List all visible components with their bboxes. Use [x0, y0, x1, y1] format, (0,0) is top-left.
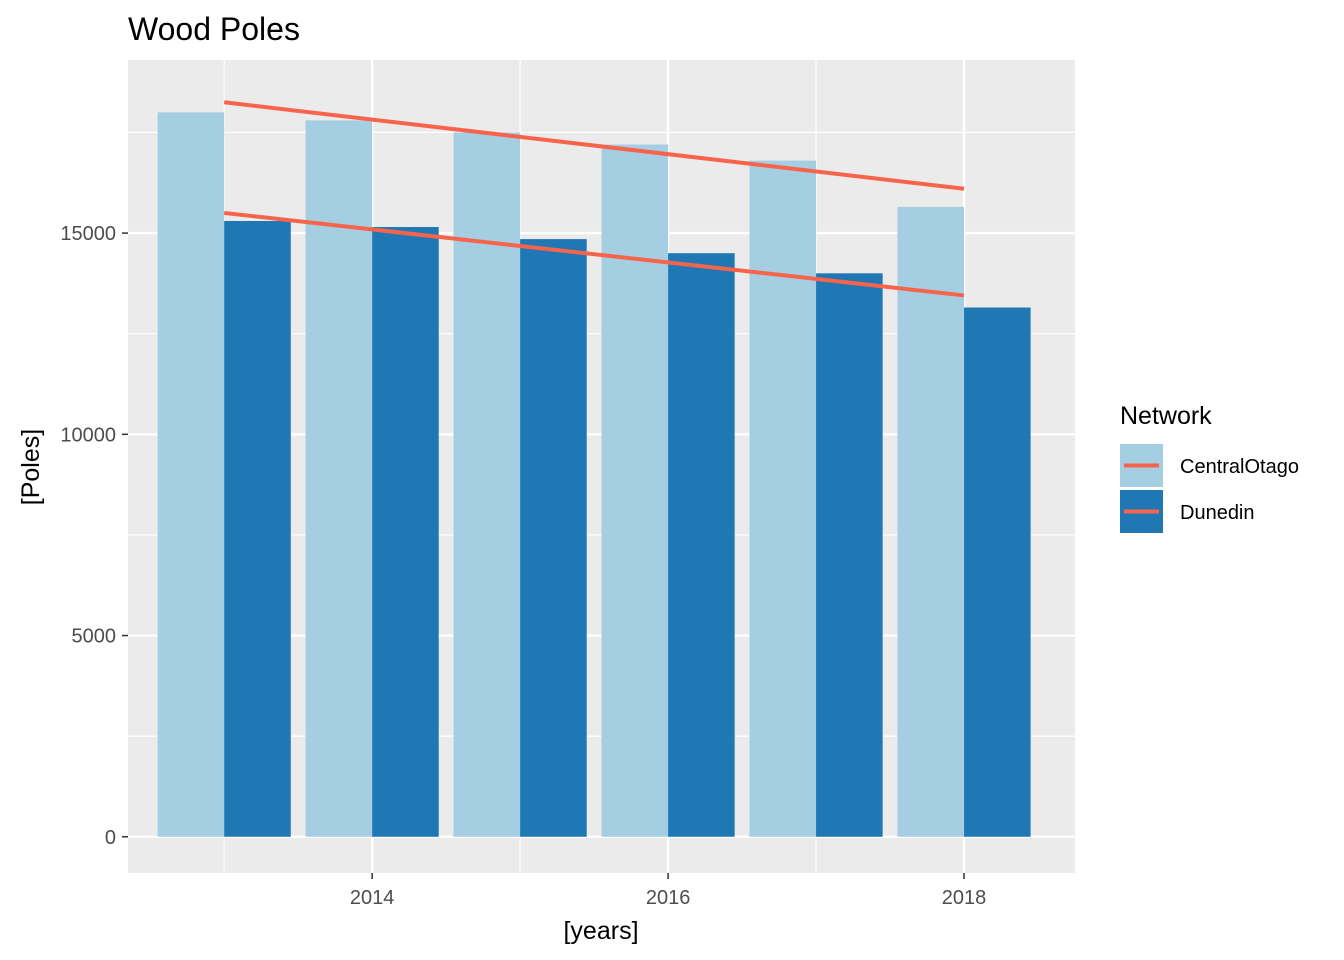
bars: [157, 112, 1031, 837]
y-axis: 0 5000 10000 15000: [60, 223, 128, 849]
trend-line-centralotago: [223, 100, 965, 191]
bar-dunedin-2016: [668, 253, 735, 837]
bar-centralotago-2015: [453, 132, 521, 837]
legend-label-centralotago: CentralOtago: [1180, 456, 1299, 478]
x-tick-label: 2014: [350, 887, 395, 909]
bar-centralotago-2017: [749, 160, 817, 837]
chart-title: Wood Poles: [128, 11, 300, 47]
x-tick-label: 2016: [646, 887, 691, 909]
legend: Network CentralOtago Dunedin: [1120, 402, 1299, 533]
legend-item-dunedin: Dunedin: [1120, 490, 1255, 533]
bar-dunedin-2013: [224, 220, 291, 837]
x-axis: 2014 2016 2018: [350, 873, 986, 909]
y-tick-label: 10000: [60, 424, 116, 446]
y-tick-label: 0: [105, 827, 116, 849]
legend-item-centralotago: CentralOtago: [1120, 444, 1299, 487]
y-axis-title: [Poles]: [17, 429, 45, 505]
x-tick-label: 2018: [942, 887, 987, 909]
bar-dunedin-2017: [816, 273, 883, 837]
y-tick-label: 5000: [72, 626, 117, 648]
bar-dunedin-2014: [372, 227, 439, 837]
y-tick-label: 15000: [60, 223, 116, 245]
bar-centralotago-2016: [601, 144, 669, 837]
x-axis-title: [years]: [563, 917, 638, 945]
legend-title: Network: [1120, 402, 1212, 430]
legend-label-dunedin: Dunedin: [1180, 502, 1255, 524]
bar-dunedin-2015: [520, 239, 587, 837]
bar-centralotago-2013: [157, 112, 225, 837]
bar-centralotago-2014: [305, 120, 373, 837]
bar-centralotago-2018: [897, 206, 965, 837]
bar-dunedin-2018: [964, 307, 1031, 837]
trend-lines: [223, 100, 965, 298]
trend-line-dunedin: [223, 210, 965, 298]
